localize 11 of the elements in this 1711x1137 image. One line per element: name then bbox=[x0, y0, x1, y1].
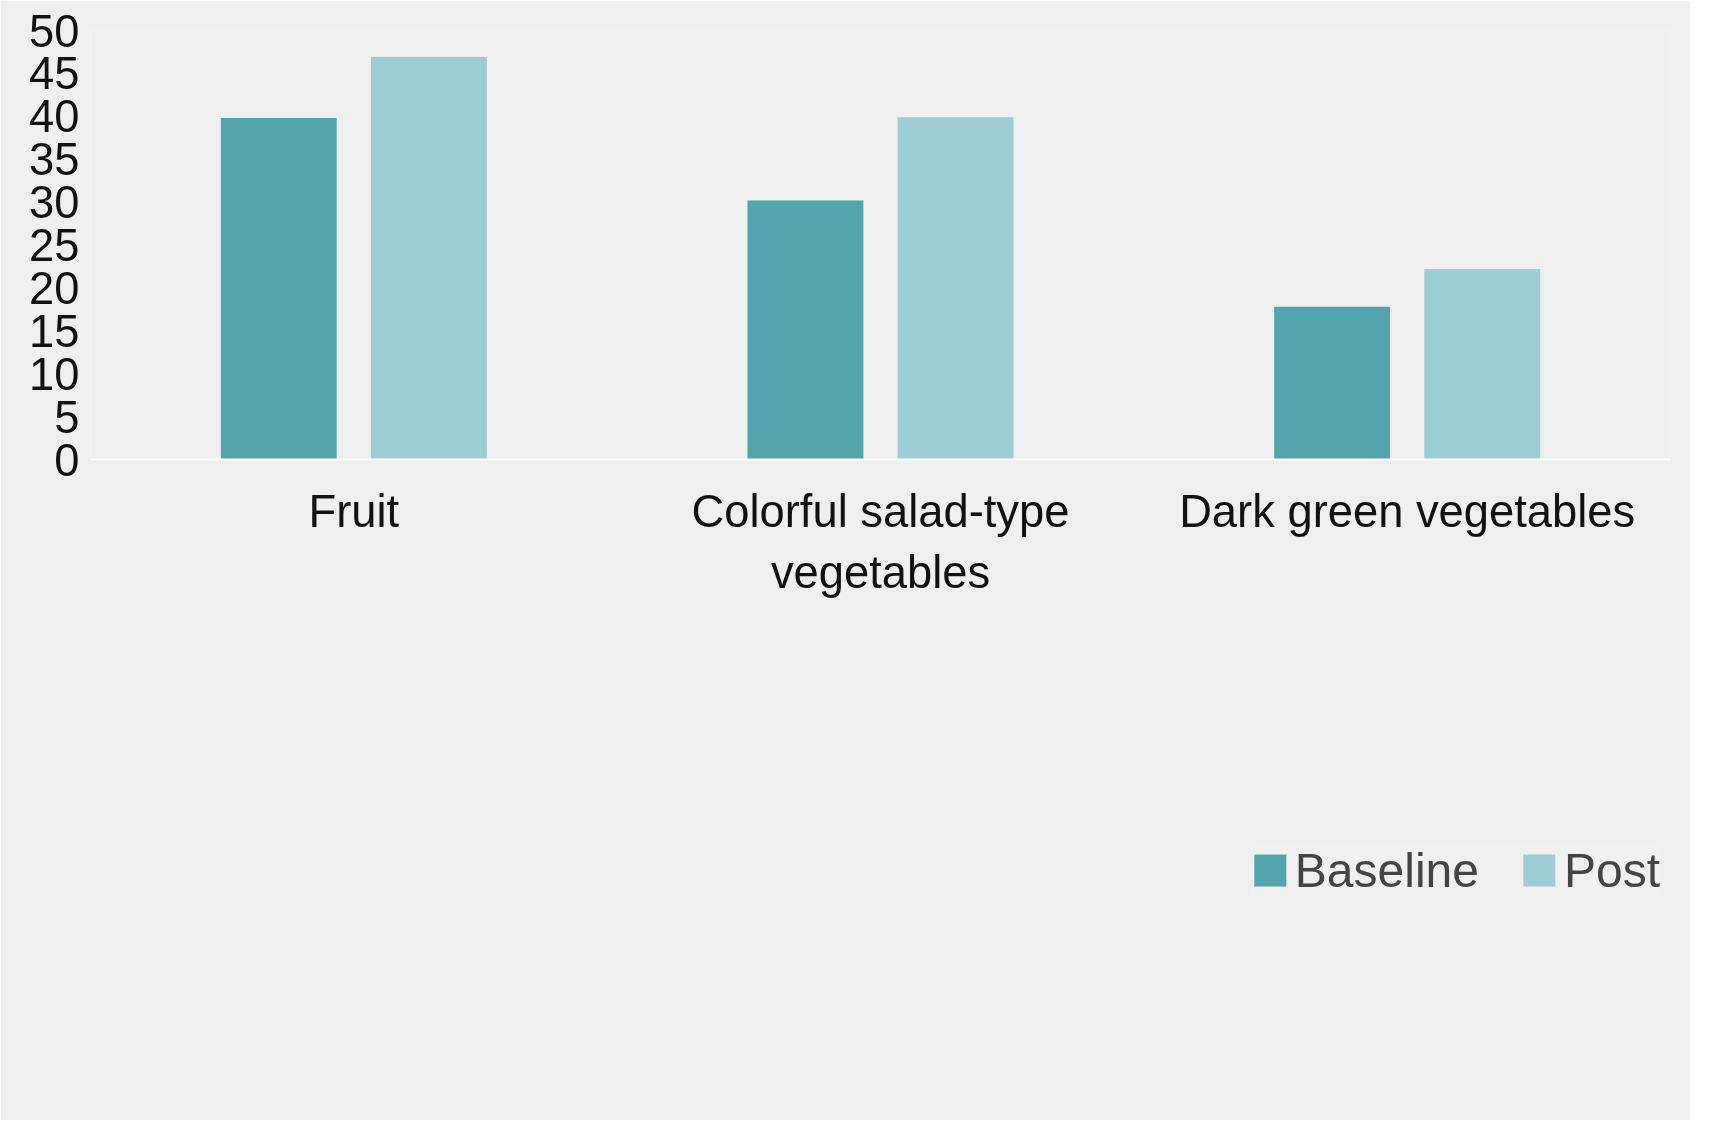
x-tick-label: Dark green vegetables bbox=[1179, 485, 1636, 537]
bar bbox=[1424, 269, 1541, 460]
bar bbox=[220, 118, 337, 460]
legend-label: Baseline bbox=[1294, 842, 1479, 898]
bar bbox=[370, 57, 487, 460]
x-tick-label: Fruit bbox=[308, 485, 400, 537]
bar bbox=[897, 117, 1014, 460]
bar bbox=[1274, 306, 1391, 460]
legend-label: Post bbox=[1563, 842, 1660, 898]
x-tick-label: Colorful salad-type vegetables bbox=[691, 485, 1070, 598]
bar bbox=[747, 200, 864, 460]
